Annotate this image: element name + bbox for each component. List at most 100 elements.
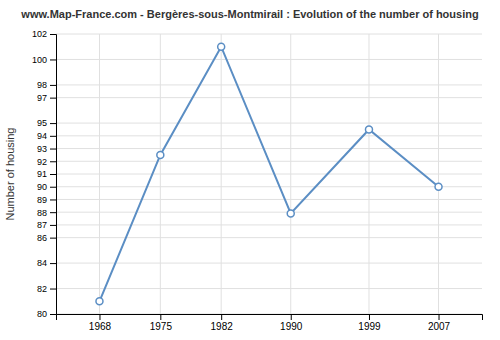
point [365, 126, 372, 133]
y-tick: 88 [37, 208, 56, 218]
x-tick-mark [99, 314, 100, 320]
x-tick: 1990 [280, 314, 303, 332]
y-tick: 87 [37, 220, 56, 230]
grid-line [56, 288, 482, 289]
point [435, 183, 442, 190]
y-tick: 90 [37, 182, 56, 192]
grid-line [56, 237, 482, 238]
y-tick-mark [50, 85, 56, 86]
x-tick-label: 1975 [150, 321, 173, 332]
x-tick: 1968 [89, 314, 112, 332]
y-tick: 84 [37, 258, 56, 268]
line [99, 47, 438, 302]
y-axis: 808284868788899091929394959798100102 [32, 29, 57, 319]
y-tick-label: 102 [32, 29, 47, 39]
point [287, 210, 294, 217]
plot: 1968 1975 1982 1990 1999 2007 80 82 84 86 87 88 89 90… [32, 29, 483, 332]
y-axis-title: Number of housing [4, 128, 16, 221]
x-axis-line [57, 315, 483, 321]
grid-line [99, 34, 100, 314]
y-tick: 92 [37, 157, 56, 167]
grid-line [368, 34, 369, 314]
grid-line [56, 212, 482, 213]
y-tick-mark [50, 199, 56, 200]
x-tick-mark [439, 314, 440, 320]
grid-line [56, 59, 482, 60]
grid-line [290, 34, 291, 314]
point [218, 43, 225, 50]
x-tick-mark [160, 314, 161, 320]
grid-line [56, 123, 482, 124]
y-tick: 93 [37, 144, 56, 154]
chart: www.Map-France.com - Bergères-sous-Montm… [0, 0, 500, 340]
x-tick: 1975 [150, 314, 173, 332]
y-tick: 82 [37, 284, 56, 294]
grid-line [56, 34, 482, 35]
y-tick-label: 88 [37, 208, 47, 218]
y-tick: 102 [32, 29, 56, 39]
x-axis: 1968 1975 1982 1990 1999 2007 [57, 314, 483, 332]
grid-line [56, 199, 482, 200]
grid-line [160, 34, 161, 314]
y-tick: 100 [32, 55, 56, 65]
y-tick-mark [50, 98, 56, 99]
y-axis-line [50, 35, 57, 315]
grid-line [56, 84, 482, 85]
y-tick-label: 92 [37, 157, 47, 167]
y-tick-mark [50, 263, 56, 264]
y-tick-mark [50, 212, 56, 213]
y-tick-label: 95 [37, 118, 47, 128]
y-tick: 94 [37, 131, 56, 141]
y-tick-mark [50, 123, 56, 124]
y-tick-mark [50, 161, 56, 162]
y-tick-label: 84 [37, 258, 47, 268]
y-tick: 95 [37, 118, 56, 128]
x-tick-label: 1999 [358, 321, 381, 332]
y-tick-mark [50, 314, 56, 315]
x-tick-label: 2007 [428, 321, 451, 332]
grid-line [56, 135, 482, 136]
y-tick-label: 80 [37, 309, 47, 319]
y-tick: 98 [37, 80, 56, 90]
title: www.Map-France.com - Bergères-sous-Montm… [20, 8, 478, 20]
point [157, 151, 164, 158]
y-tick: 89 [37, 195, 56, 205]
grid-line [221, 34, 222, 314]
y-tick-mark [50, 59, 56, 60]
y-tick-mark [50, 289, 56, 290]
y-tick-mark [50, 34, 56, 35]
grid-line [56, 97, 482, 98]
y-tick-mark [50, 225, 56, 226]
grid-line [56, 224, 482, 225]
x-tick: 1999 [358, 314, 381, 332]
y-tick-label: 90 [37, 182, 47, 192]
y-tick: 91 [37, 169, 56, 179]
x-tick: 2007 [428, 314, 451, 332]
y-tick-mark [50, 238, 56, 239]
y-tick-label: 91 [37, 169, 47, 179]
y-tick-label: 87 [37, 220, 47, 230]
x-tick-mark [291, 314, 292, 320]
x-tick: 1982 [211, 314, 234, 332]
y-tick-label: 86 [37, 233, 47, 243]
x-tick-label: 1990 [280, 321, 303, 332]
y-tick-label: 100 [32, 55, 47, 65]
x-tick-label: 1982 [211, 321, 234, 332]
y-tick: 86 [37, 233, 56, 243]
y-tick: 80 [37, 309, 56, 319]
grid-line [56, 263, 482, 264]
x-tick-mark [221, 314, 222, 320]
grid-line [56, 148, 482, 149]
marks [96, 43, 442, 305]
grid-line [56, 174, 482, 175]
grid-line [438, 34, 439, 314]
y-tick-label: 98 [37, 80, 47, 90]
grid-line [56, 186, 482, 187]
y-tick-mark [50, 136, 56, 137]
y-tick-label: 89 [37, 195, 47, 205]
y-tick-label: 94 [37, 131, 47, 141]
y-tick-mark [50, 187, 56, 188]
point [96, 298, 103, 305]
x-tick-mark [369, 314, 370, 320]
y-tick-mark [50, 149, 56, 150]
